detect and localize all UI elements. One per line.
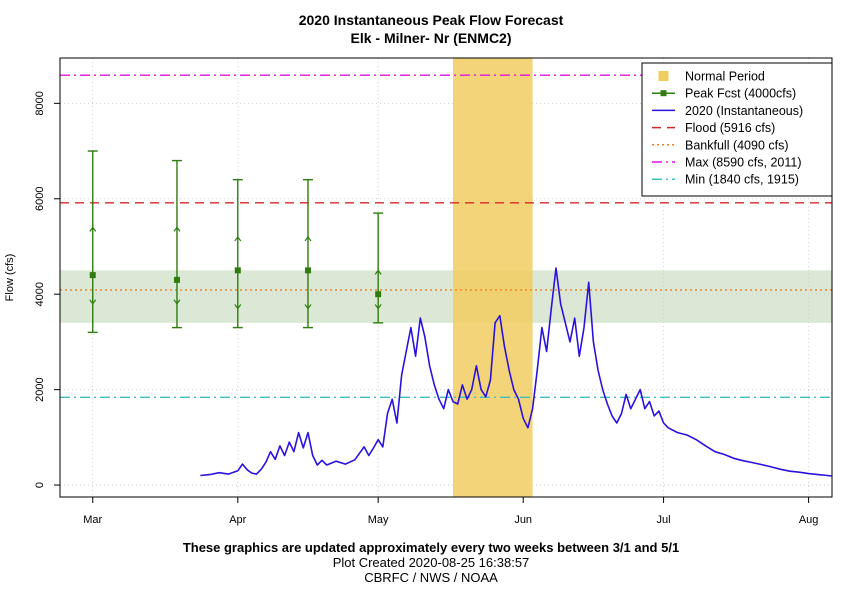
legend-label-min: Min (1840 cfs, 1915): [685, 173, 799, 187]
forecast-point: [234, 267, 241, 274]
chart-subtitle: Elk - Milner- Nr (ENMC2): [350, 30, 512, 46]
plot-created: Plot Created 2020-08-25 16:38:57: [332, 555, 530, 570]
legend-label-bankfull: Bankfull (4090 cfs): [685, 138, 789, 152]
legend-label-peak_fcst: Peak Fcst (4000cfs): [685, 87, 796, 101]
x-tick-label: Jul: [657, 514, 671, 526]
forecast-q25-arrow: [304, 304, 312, 310]
y-axis-label: Flow (cfs): [4, 254, 16, 302]
update-note: These graphics are updated approximately…: [182, 540, 680, 555]
forecast-q75-arrow: [234, 235, 242, 242]
forecast-point: [173, 276, 180, 283]
x-tick-label: Aug: [799, 514, 819, 526]
y-tick-label: 8000: [34, 91, 46, 115]
forecast-point: [89, 272, 96, 279]
forecast-point: [304, 267, 311, 274]
legend: Normal Period Peak Fcst (4000cfs) 2020 (In…: [641, 62, 833, 197]
legend-swatch-normal_period: [658, 71, 669, 81]
normal-flow-band: [60, 270, 832, 323]
forecast-q75-arrow: [173, 226, 181, 232]
y-tick-label: 2000: [34, 377, 46, 401]
agency-credit: CBRFC / NWS / NOAA: [364, 570, 498, 585]
y-tick-label: 6000: [34, 187, 46, 211]
x-tick-label: May: [368, 514, 389, 526]
x-tick-label: Jun: [514, 514, 532, 526]
chart-title: 2020 Instantaneous Peak Flow Forecast: [298, 12, 564, 28]
legend-label-max: Max (8590 cfs, 2011): [685, 156, 802, 170]
legend-label-flood: Flood (5916 cfs): [685, 121, 775, 135]
forecast-q25-arrow: [374, 304, 382, 310]
y-tick-label: 0: [34, 482, 46, 488]
normal-period-band: [453, 58, 533, 497]
instantaneous-series-line: [200, 267, 832, 477]
legend-label-normal_period: Normal Period: [685, 70, 765, 84]
x-tick-label: Apr: [229, 514, 246, 526]
forecast-q75-arrow: [89, 226, 97, 232]
legend-box: [641, 62, 833, 197]
legend-marker-peak_fcst: [660, 90, 667, 97]
forecast-q25-arrow: [173, 299, 181, 305]
x-tick-label: Mar: [83, 514, 102, 526]
legend-label-instantaneous: 2020 (Instantaneous): [685, 104, 803, 118]
forecast-q75-arrow: [374, 269, 382, 275]
forecast-q25-arrow: [234, 304, 242, 310]
forecast-q25-arrow: [89, 299, 97, 305]
plot-border: [59, 57, 833, 498]
forecast-q75-arrow: [304, 235, 312, 242]
forecast-point: [375, 291, 382, 298]
y-tick-label: 4000: [34, 282, 46, 306]
